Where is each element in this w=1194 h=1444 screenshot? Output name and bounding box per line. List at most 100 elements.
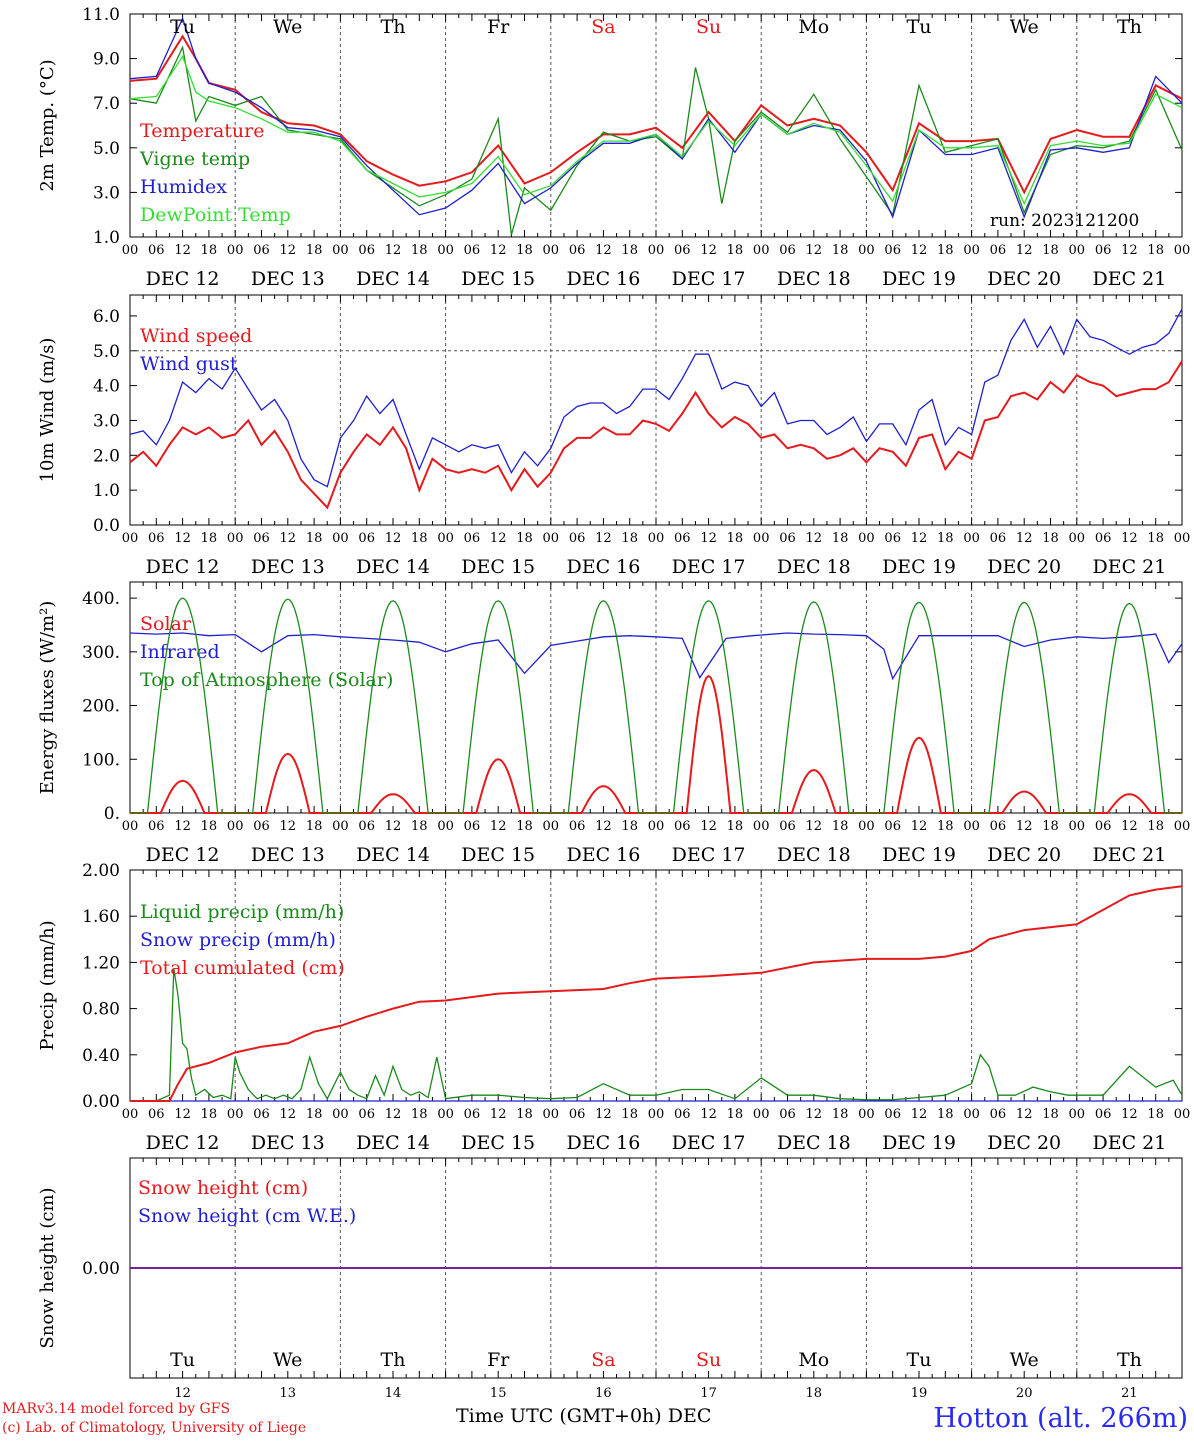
hour-label: 06 xyxy=(674,1107,691,1122)
date-label: DEC 19 xyxy=(882,1132,956,1154)
day-number: 15 xyxy=(490,1386,507,1401)
legend-entry: Total cumulated (cm) xyxy=(140,957,345,979)
hour-label: 00 xyxy=(963,819,980,834)
hour-label: 12 xyxy=(806,531,823,546)
hour-label: 06 xyxy=(1095,1107,1112,1122)
day-number: 14 xyxy=(385,1386,402,1401)
hour-label: 00 xyxy=(332,819,349,834)
hour-label: 06 xyxy=(253,819,270,834)
weekday-label: We xyxy=(273,16,302,38)
hour-label: 00 xyxy=(227,1107,244,1122)
y-tick-label: 5.0 xyxy=(93,342,120,362)
day-number: 17 xyxy=(700,1386,717,1401)
weekday-label: Th xyxy=(381,1349,406,1371)
hour-label: 06 xyxy=(464,1107,481,1122)
hour-label: 06 xyxy=(779,819,796,834)
y-tick-label: 9.0 xyxy=(93,50,120,70)
hour-label: 18 xyxy=(621,819,638,834)
hour-label: 06 xyxy=(674,243,691,258)
hour-label: 06 xyxy=(779,243,796,258)
hour-label: 06 xyxy=(569,1107,586,1122)
y-tick-label: 2.0 xyxy=(93,446,120,466)
y-tick-label: 1.20 xyxy=(82,953,120,973)
y-tick-label: 1.60 xyxy=(82,907,120,927)
day-number: 21 xyxy=(1121,1386,1138,1401)
hour-label: 12 xyxy=(595,819,612,834)
hour-label: 12 xyxy=(806,819,823,834)
hour-label: 00 xyxy=(122,243,139,258)
hour-label: 12 xyxy=(490,1107,507,1122)
y-tick-label: 400. xyxy=(82,589,120,609)
hour-label: 12 xyxy=(700,1107,717,1122)
x-axis-label: Time UTC (GMT+0h) DEC xyxy=(456,1405,711,1427)
hour-label: 06 xyxy=(358,531,375,546)
hour-label: 00 xyxy=(1174,1107,1191,1122)
hour-label: 00 xyxy=(1174,819,1191,834)
hour-label: 18 xyxy=(937,243,954,258)
series-line-2-2 xyxy=(129,308,1183,488)
hour-label: 00 xyxy=(543,531,560,546)
weekday-label: We xyxy=(273,1349,302,1371)
hour-label: 12 xyxy=(700,531,717,546)
y-tick-label: 3.0 xyxy=(93,411,120,431)
hour-label: 00 xyxy=(122,819,139,834)
legend-entry: Wind speed xyxy=(140,325,252,347)
hour-label: 18 xyxy=(621,243,638,258)
hour-label: 12 xyxy=(911,1107,928,1122)
hour-label: 18 xyxy=(411,819,428,834)
date-label: DEC 17 xyxy=(672,268,746,290)
y-axis-label: Snow height (cm) xyxy=(37,1187,58,1348)
hour-label: 18 xyxy=(201,819,218,834)
run-label: run: 2023121200 xyxy=(990,211,1140,231)
y-tick-label: 5.0 xyxy=(93,139,120,159)
date-label: DEC 15 xyxy=(461,268,535,290)
hour-label: 18 xyxy=(1147,243,1164,258)
weekday-label: Tu xyxy=(907,1349,932,1371)
series-line-1-1 xyxy=(129,34,1183,195)
day-number: 16 xyxy=(595,1386,612,1401)
series-line-1-3 xyxy=(129,16,1183,219)
hour-label: 18 xyxy=(621,1107,638,1122)
hour-label: 00 xyxy=(753,531,770,546)
hour-label: 06 xyxy=(464,531,481,546)
x-axis-month: DEC xyxy=(667,1405,712,1427)
hour-label: 00 xyxy=(227,243,244,258)
hour-label: 18 xyxy=(727,819,744,834)
y-axis-label: 2m Temp. (°C) xyxy=(37,59,58,191)
hour-label: 18 xyxy=(1042,531,1059,546)
hour-label: 06 xyxy=(569,531,586,546)
hour-label: 12 xyxy=(385,819,402,834)
hour-label: 00 xyxy=(963,531,980,546)
hour-label: 06 xyxy=(464,819,481,834)
day-number: 12 xyxy=(174,1386,191,1401)
hour-label: 12 xyxy=(385,1107,402,1122)
hour-label: 06 xyxy=(779,531,796,546)
hour-label: 18 xyxy=(411,531,428,546)
weekday-label: Fr xyxy=(487,16,510,38)
hour-label: 00 xyxy=(437,819,454,834)
hour-label: 06 xyxy=(990,531,1007,546)
date-label: DEC 21 xyxy=(1092,1132,1166,1154)
hour-label: 18 xyxy=(1042,819,1059,834)
hour-label: 06 xyxy=(253,1107,270,1122)
hour-label: 12 xyxy=(806,1107,823,1122)
y-tick-label: 6.0 xyxy=(93,307,120,327)
series-line-3-3 xyxy=(130,597,1182,814)
legend-entry: Top of Atmosphere (Solar) xyxy=(140,669,393,691)
weekday-label: Th xyxy=(1117,16,1142,38)
date-label: DEC 18 xyxy=(777,844,851,866)
hour-label: 00 xyxy=(227,531,244,546)
hour-label: 00 xyxy=(437,531,454,546)
hour-label: 06 xyxy=(1095,819,1112,834)
hour-label: 06 xyxy=(884,1107,901,1122)
date-label: DEC 15 xyxy=(461,1132,535,1154)
hour-label: 12 xyxy=(174,819,191,834)
date-label: DEC 19 xyxy=(882,844,956,866)
panel-1: 1.0 3.0 5.0 7.0 9.0 11.0 2m Temp. (°C) Temperat… xyxy=(37,5,1190,290)
hour-label: 06 xyxy=(148,243,165,258)
hour-label: 00 xyxy=(648,243,665,258)
hour-label: 18 xyxy=(411,1107,428,1122)
hour-label: 06 xyxy=(253,531,270,546)
hour-label: 18 xyxy=(832,531,849,546)
